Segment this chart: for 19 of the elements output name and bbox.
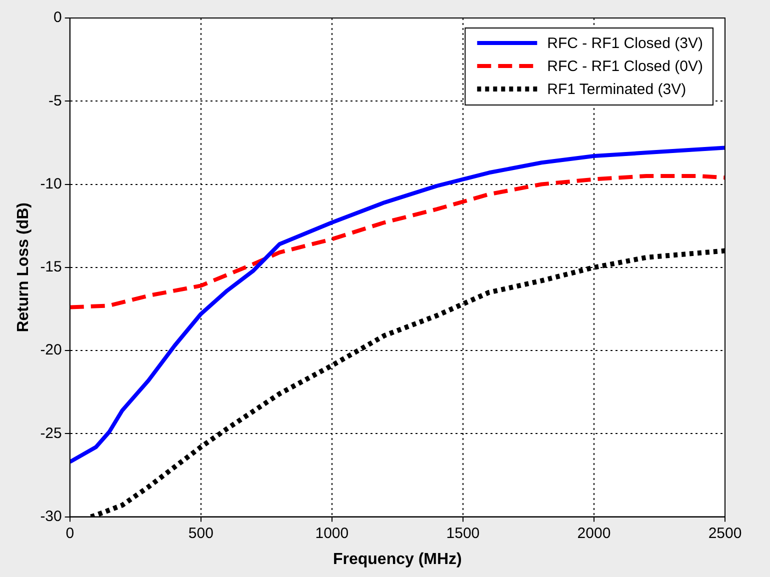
y-tick-label: -25	[40, 424, 62, 442]
legend-label: RFC - RF1 Closed (3V)	[547, 35, 704, 52]
x-tick-label: 500	[188, 524, 214, 542]
x-axis-title: Frequency (MHz)	[332, 550, 462, 568]
x-tick-label: 0	[66, 524, 74, 542]
y-tick-label: -15	[40, 258, 62, 276]
x-tick-label: 2500	[708, 524, 742, 542]
line-series	[70, 174, 725, 310]
y-tick-label: -5	[48, 92, 62, 110]
y-tick-label: -10	[40, 175, 62, 192]
x-tick-label: 1500	[446, 524, 480, 542]
y-tick-label: -20	[40, 342, 62, 359]
y-tick-label: 0	[54, 9, 62, 26]
y-tick-label: -30	[40, 508, 62, 525]
legend-label: RFC - RF1 Closed (0V)	[547, 58, 704, 76]
legend-label: RF1 Terminated (3V)	[547, 81, 686, 98]
x-tick-label: 2000	[577, 524, 611, 542]
y-axis-title: Return Loss (dB)	[15, 202, 32, 332]
x-tick-label: 1000	[315, 524, 349, 542]
